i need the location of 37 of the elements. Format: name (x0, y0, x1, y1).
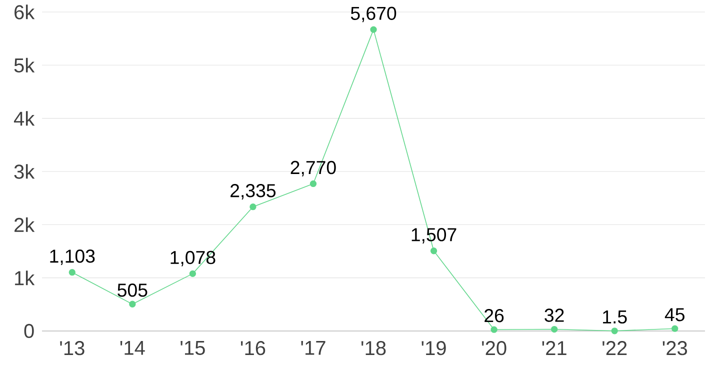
data-label: 45 (664, 308, 684, 322)
x-tick-label: '16 (240, 341, 266, 356)
data-label: 2,335 (230, 184, 276, 200)
point (611, 328, 618, 334)
y-tick-label: 4k (14, 111, 35, 126)
x-tick-label: '18 (361, 341, 386, 356)
point (490, 326, 498, 333)
point (189, 270, 196, 278)
x-tick-label: '14 (120, 341, 145, 355)
data-label: 26 (484, 309, 504, 322)
x-tick-label: '13 (60, 341, 84, 356)
x-tick-label: '22 (602, 341, 627, 355)
point (430, 248, 438, 254)
x-tick-label: '17 (301, 341, 326, 355)
data-label: 5,670 (350, 6, 396, 22)
x-tick-label: '23 (662, 341, 688, 356)
data-label: 1.5 (603, 310, 627, 324)
point (672, 325, 678, 332)
x-tick-label: '20 (482, 341, 506, 356)
point (129, 300, 136, 308)
data-label: 32 (544, 308, 564, 322)
point (310, 180, 317, 188)
x-tick-label: '19 (422, 341, 446, 356)
y-tick-label: 3k (14, 164, 35, 179)
data-label: 505 (118, 284, 148, 297)
y-tick-label: 0 (24, 324, 34, 338)
point (68, 269, 76, 276)
y-tick-label: 2k (14, 217, 35, 232)
point (250, 204, 256, 210)
y-tick-label: 5k (14, 58, 35, 72)
point (370, 26, 377, 33)
data-label: 1,103 (50, 250, 95, 265)
point (550, 326, 558, 333)
x-tick-label: '15 (180, 341, 205, 355)
x-tick-label: '21 (542, 341, 566, 355)
y-tick-label: 6k (14, 4, 35, 20)
y-tick-label: 1k (15, 270, 35, 286)
